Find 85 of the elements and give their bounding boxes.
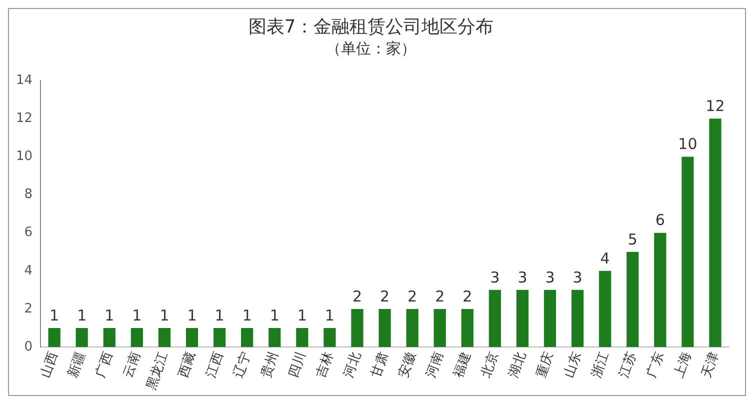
bar — [406, 308, 418, 348]
bar — [516, 290, 529, 348]
x-tick-label: 甘肃 — [368, 350, 392, 380]
data-label: 1 — [242, 306, 252, 324]
data-label: 3 — [572, 268, 582, 286]
x-tick-label: 山东 — [561, 350, 584, 380]
bar — [296, 328, 308, 348]
data-label: 2 — [462, 287, 472, 306]
bar — [378, 308, 391, 348]
bar — [76, 328, 88, 348]
x-tick-label: 吉林 — [314, 350, 337, 380]
x-tick-label: 福建 — [451, 350, 474, 380]
x-tick-label: 西藏 — [176, 350, 199, 380]
data-label: 1 — [270, 306, 280, 324]
bar — [571, 290, 584, 348]
x-tick-label: 重庆 — [534, 350, 557, 380]
x-tick-label: 山西 — [38, 350, 62, 380]
data-label: 1 — [132, 306, 142, 324]
chart-subtitle: （单位：家） — [326, 39, 416, 58]
y-tick-label: 6 — [24, 225, 33, 240]
bar — [241, 328, 254, 348]
y-tick-label: 4 — [24, 263, 33, 278]
x-tick-label: 广东 — [644, 350, 668, 380]
data-label: 2 — [435, 287, 445, 306]
y-tick-label: 10 — [16, 149, 33, 164]
bar — [434, 308, 446, 348]
bar — [599, 270, 612, 348]
x-tick-label: 广西 — [93, 350, 116, 380]
x-tick-label: 上海 — [672, 350, 695, 380]
bar — [682, 156, 694, 348]
data-label: 1 — [214, 306, 224, 324]
x-tick-label: 天津 — [699, 350, 722, 380]
data-label: 2 — [380, 287, 390, 306]
data-label: 1 — [297, 306, 307, 324]
bar — [488, 290, 501, 348]
bar — [158, 328, 171, 348]
y-tick-label: 12 — [16, 111, 33, 126]
x-tick-label: 云南 — [120, 350, 144, 380]
data-label: 1 — [324, 306, 334, 324]
y-tick-label: 2 — [24, 301, 33, 316]
bar — [351, 308, 364, 348]
chart-title: 图表7：金融租赁公司地区分布 — [248, 16, 494, 38]
y-tick-label: 14 — [16, 72, 33, 88]
x-tick-label: 安徽 — [395, 350, 420, 380]
bar — [461, 308, 474, 348]
data-label: 1 — [104, 306, 114, 324]
y-tick-label: 8 — [24, 187, 33, 202]
data-label: 2 — [408, 287, 418, 306]
bar — [324, 328, 336, 348]
bar — [213, 328, 226, 348]
x-tick-label: 河南 — [424, 350, 447, 380]
bar — [48, 328, 60, 348]
y-tick-label: 0 — [24, 339, 33, 354]
bar — [186, 328, 198, 348]
data-label: 1 — [187, 306, 197, 324]
bar — [544, 290, 556, 348]
data-label: 3 — [518, 268, 528, 286]
bar — [709, 118, 722, 348]
bar — [130, 328, 143, 348]
bar — [626, 252, 639, 348]
data-label: 3 — [545, 268, 555, 286]
x-tick-label: 浙江 — [589, 350, 612, 380]
data-label: 5 — [628, 230, 638, 248]
x-tick-label: 湖北 — [506, 350, 530, 380]
x-tick-label: 新疆 — [66, 350, 89, 380]
bar — [654, 232, 666, 348]
bar — [268, 328, 281, 348]
x-tick-label: 江苏 — [616, 350, 640, 380]
data-label: 1 — [50, 306, 60, 324]
data-label: 1 — [77, 306, 87, 324]
x-tick-label: 辽宁 — [230, 350, 254, 380]
data-label: 1 — [160, 306, 170, 324]
x-tick-label: 北京 — [478, 350, 502, 380]
bar — [103, 328, 116, 348]
data-label: 3 — [490, 268, 500, 286]
data-label: 12 — [706, 97, 725, 116]
data-label: 6 — [655, 211, 665, 230]
x-tick-label: 四川 — [286, 350, 310, 380]
data-label: 10 — [678, 135, 698, 154]
data-label: 2 — [352, 287, 362, 306]
x-tick-label: 河北 — [341, 350, 364, 380]
x-tick-label: 黑龙江 — [144, 350, 172, 392]
data-label: 4 — [600, 249, 610, 268]
x-tick-label: 贵州 — [258, 350, 282, 380]
x-tick-label: 江西 — [203, 350, 226, 380]
